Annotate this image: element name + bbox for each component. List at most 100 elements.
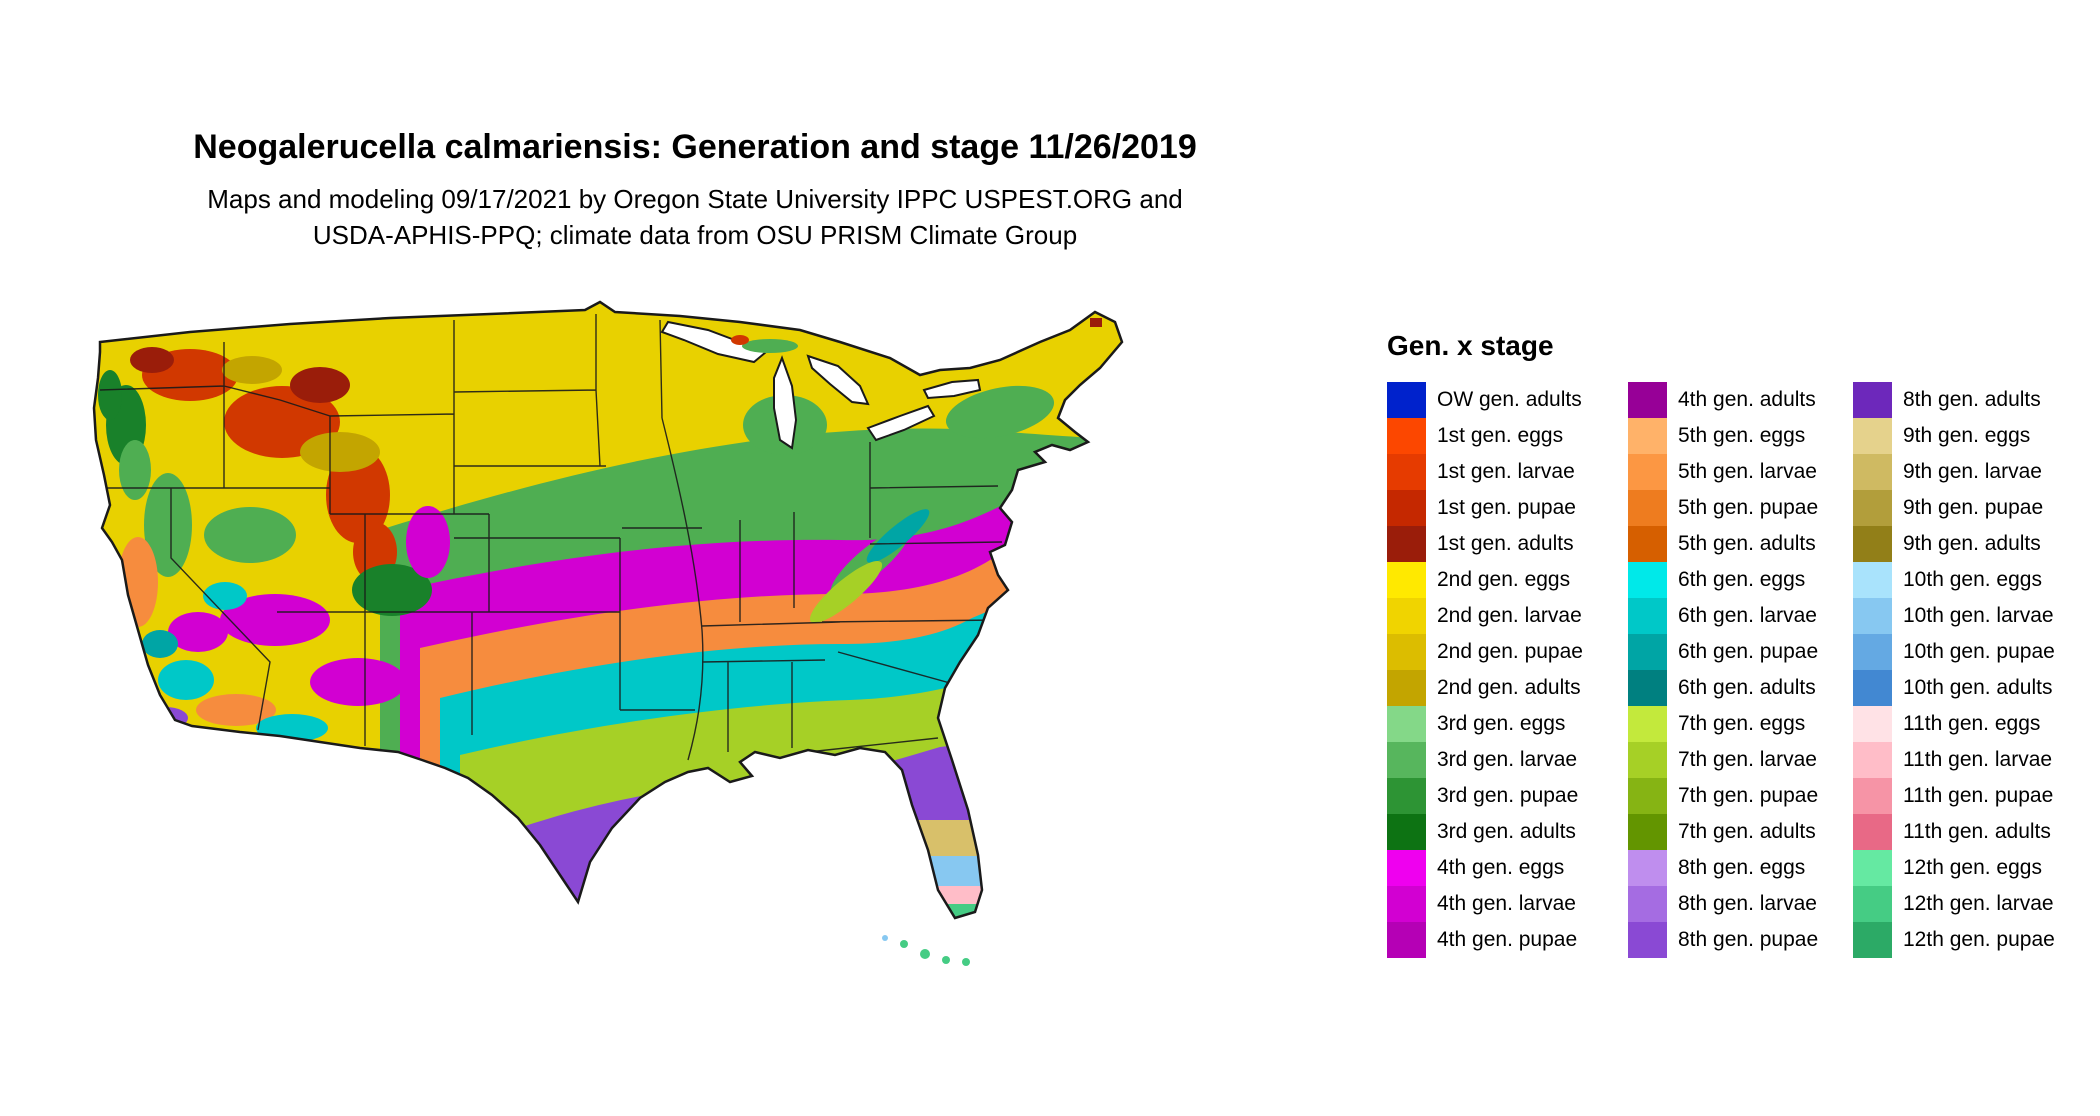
terrain-patch: [300, 432, 380, 472]
legend-label: 12th gen. larvae: [1903, 892, 2054, 915]
legend-label: 12th gen. pupae: [1903, 928, 2055, 951]
legend-item: 1st gen. larvae: [1387, 454, 1628, 490]
legend-label: 4th gen. larvae: [1437, 892, 1576, 915]
legend-swatch: [1853, 706, 1892, 742]
band-7th-gen: [460, 678, 1122, 918]
legend-label: 11th gen. adults: [1903, 820, 2051, 843]
map-fill-layer: [94, 302, 1122, 918]
legend-swatch: [1853, 382, 1892, 418]
terrain-patch: [290, 367, 350, 403]
legend: Gen. x stage OW gen. adults 1st gen. eggs…: [1387, 330, 2100, 958]
florida-stripe-10th-gen: [878, 856, 1018, 886]
legend-swatch: [1853, 490, 1892, 526]
lake-erie: [866, 404, 936, 442]
legend-label: 9th gen. adults: [1903, 532, 2041, 555]
terrain-patch: [1090, 318, 1102, 327]
legend-swatch: [1853, 814, 1892, 850]
legend-item: 1st gen. adults: [1387, 526, 1628, 562]
legend-label: 4th gen. adults: [1678, 388, 1816, 411]
terrain-patch: [196, 694, 276, 726]
legend-swatch: [1853, 526, 1892, 562]
legend-item: 12th gen. eggs: [1853, 850, 2100, 886]
legend-swatch: [1628, 382, 1667, 418]
legend-swatch: [1628, 814, 1667, 850]
legend-item: 9th gen. larvae: [1853, 454, 2100, 490]
legend-swatch: [1853, 922, 1892, 958]
state-boundaries: [96, 314, 1003, 761]
legend-label: 1st gen. larvae: [1437, 460, 1575, 483]
legend-swatch: [1387, 562, 1426, 598]
legend-swatch: [1853, 562, 1892, 598]
legend-label: 2nd gen. larvae: [1437, 604, 1582, 627]
legend-item: 8th gen. adults: [1853, 382, 2100, 418]
legend-item: 3rd gen. pupae: [1387, 778, 1628, 814]
legend-label: 5th gen. pupae: [1678, 496, 1819, 519]
florida-stripe-11th-gen: [878, 886, 1018, 904]
legend-item: 8th gen. larvae: [1628, 886, 1853, 922]
legend-swatch: [1387, 886, 1426, 922]
legend-item: 9th gen. adults: [1853, 526, 2100, 562]
legend-swatch: [1387, 814, 1426, 850]
legend-item: 6th gen. eggs: [1628, 562, 1853, 598]
legend-column: 4th gen. adults 5th gen. eggs 5th gen. lar…: [1628, 382, 1853, 958]
legend-swatch: [1387, 490, 1426, 526]
legend-swatch: [1628, 562, 1667, 598]
legend-swatch: [1853, 454, 1892, 490]
legend-item: 11th gen. eggs: [1853, 706, 2100, 742]
terrain-patch: [809, 561, 883, 623]
legend-label: 8th gen. eggs: [1678, 856, 1806, 879]
legend-item: 5th gen. eggs: [1628, 418, 1853, 454]
terrain-patch: [742, 339, 798, 353]
legend-swatch: [1628, 634, 1667, 670]
legend-item: 3rd gen. larvae: [1387, 742, 1628, 778]
legend-item: 12th gen. larvae: [1853, 886, 2100, 922]
legend-item: 11th gen. adults: [1853, 814, 2100, 850]
legend-swatch: [1628, 418, 1667, 454]
legend-label: 1st gen. adults: [1437, 532, 1574, 555]
legend-item: 1st gen. eggs: [1387, 418, 1628, 454]
legend-label: 6th gen. eggs: [1678, 568, 1806, 591]
legend-label: 5th gen. eggs: [1678, 424, 1806, 447]
legend-label: 4th gen. eggs: [1437, 856, 1565, 879]
legend-columns: OW gen. adults 1st gen. eggs 1st gen. larv…: [1387, 382, 2100, 958]
legend-item: 5th gen. adults: [1628, 526, 1853, 562]
legend-label: 1st gen. pupae: [1437, 496, 1576, 519]
legend-item: 5th gen. pupae: [1628, 490, 1853, 526]
legend-label: 2nd gen. pupae: [1437, 640, 1583, 663]
legend-label: 10th gen. adults: [1903, 676, 2053, 699]
florida-keys: [882, 935, 970, 966]
legend-label: 1st gen. eggs: [1437, 424, 1564, 447]
legend-label: 9th gen. eggs: [1903, 424, 2031, 447]
terrain-patch: [406, 506, 450, 578]
legend-swatch: [1387, 706, 1426, 742]
terrain-patch: [731, 335, 749, 345]
legend-label: 11th gen. eggs: [1903, 712, 2041, 735]
legend-title: Gen. x stage: [1387, 330, 1554, 361]
key-dot: [900, 940, 908, 948]
legend-item: 6th gen. larvae: [1628, 598, 1853, 634]
legend-label: 6th gen. adults: [1678, 676, 1816, 699]
us-map-svg: [92, 300, 1124, 966]
legend-item: 7th gen. pupae: [1628, 778, 1853, 814]
legend-label: 7th gen. eggs: [1678, 712, 1806, 735]
legend-item: 7th gen. eggs: [1628, 706, 1853, 742]
terrain-patch: [310, 658, 406, 706]
terrain-patch: [118, 537, 158, 627]
legend-swatch: [1853, 634, 1892, 670]
legend-label: 6th gen. larvae: [1678, 604, 1817, 627]
legend-item: 2nd gen. larvae: [1387, 598, 1628, 634]
legend-item: 6th gen. pupae: [1628, 634, 1853, 670]
legend-item: 11th gen. pupae: [1853, 778, 2100, 814]
key-dot: [882, 935, 888, 941]
legend-item: OW gen. adults: [1387, 382, 1628, 418]
legend-swatch: [1387, 850, 1426, 886]
figure-subtitle-line1: Maps and modeling 09/17/2021 by Oregon S…: [207, 184, 1183, 214]
lake-superior: [660, 320, 768, 364]
figure-header: Neogalerucella calmariensis: Generation …: [45, 128, 1345, 253]
legend-label: 7th gen. pupae: [1678, 784, 1819, 807]
legend-item: 4th gen. adults: [1628, 382, 1853, 418]
key-dot: [942, 956, 950, 964]
legend-swatch: [1853, 670, 1892, 706]
legend-label: 8th gen. adults: [1903, 388, 2041, 411]
legend-swatch: [1628, 922, 1667, 958]
